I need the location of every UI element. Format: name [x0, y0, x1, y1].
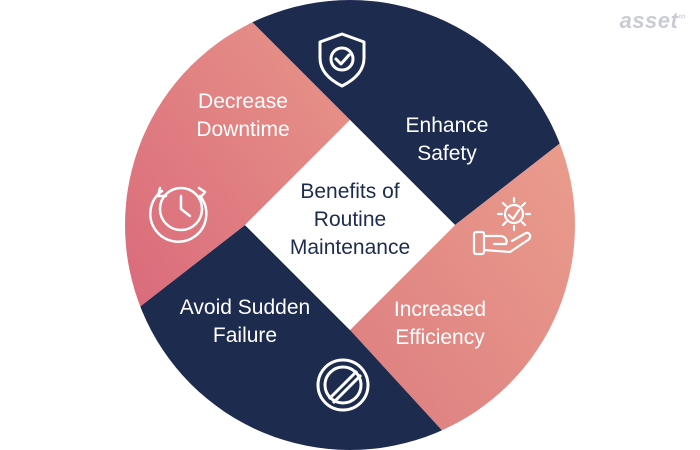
hand-gear-icon	[472, 196, 532, 256]
brand-logo: asset∞	[620, 8, 686, 34]
brand-mark: ∞	[678, 11, 686, 23]
center-diamond	[245, 120, 455, 330]
label-decrease-downtime: Decrease Downtime	[196, 90, 290, 141]
label-increased-efficiency: Increased Efficiency	[393, 298, 487, 349]
label-enhance-safety: Enhance Safety	[405, 114, 489, 165]
brand-name: asset	[619, 8, 679, 33]
label-avoid-sudden-failure: Avoid Sudden Failure	[179, 296, 311, 347]
stopwatch-icon	[149, 186, 208, 243]
center-title: Benefits of Routine Maintenance	[289, 180, 411, 259]
shield-check-icon	[318, 32, 366, 88]
prohibited-icon	[316, 358, 370, 412]
